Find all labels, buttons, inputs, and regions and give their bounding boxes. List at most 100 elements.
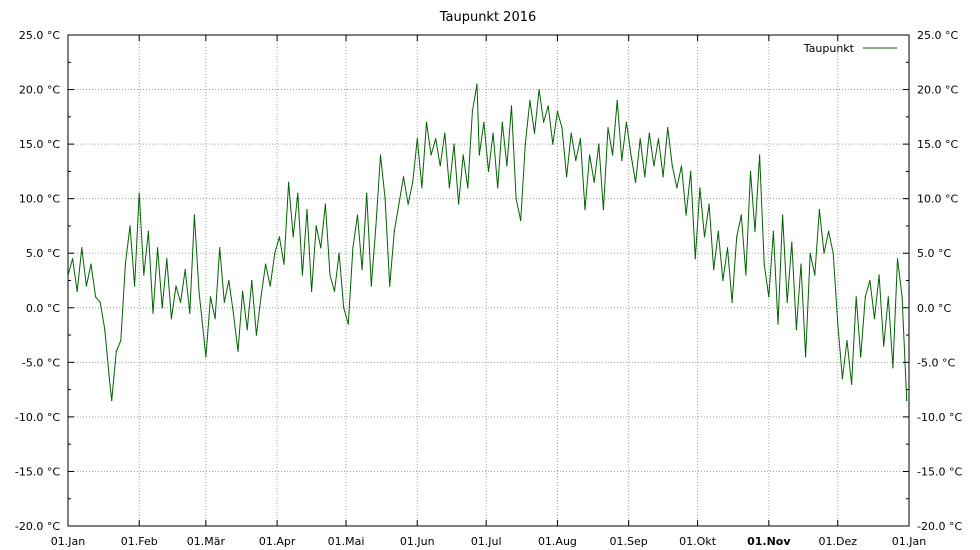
data-point-taupunkt [887, 296, 889, 298]
data-point-taupunkt [476, 83, 478, 85]
data-point-taupunkt [333, 290, 336, 292]
data-point-taupunkt [90, 263, 92, 265]
x-tick-label: 01.Aug [538, 535, 577, 548]
data-point-taupunkt [566, 176, 568, 178]
data-point-taupunkt [407, 203, 409, 205]
y-tick-label-left: 5.0 °C [26, 247, 60, 260]
data-point-taupunkt [444, 132, 446, 134]
data-point-taupunkt [366, 192, 368, 194]
data-point-taupunkt [375, 225, 377, 227]
data-point-taupunkt [818, 209, 821, 211]
data-point-taupunkt [292, 236, 294, 238]
data-point-taupunkt [529, 99, 531, 102]
data-point-taupunkt [685, 214, 687, 216]
data-point-taupunkt [713, 269, 715, 271]
data-point-taupunkt [448, 187, 450, 189]
data-point-taupunkt [311, 290, 313, 292]
data-point-taupunkt [347, 323, 349, 325]
data-point-taupunkt [329, 274, 331, 276]
data-point-taupunkt [662, 176, 664, 178]
data-point-taupunkt [864, 296, 866, 298]
data-point-taupunkt [892, 367, 894, 369]
data-point-taupunkt [338, 252, 340, 254]
data-point-taupunkt [786, 301, 788, 303]
x-tick-label: 01.Nov [747, 535, 791, 548]
data-point-taupunkt [361, 269, 363, 271]
legend: Taupunkt [803, 42, 897, 55]
data-point-taupunkt [510, 105, 513, 107]
series-line-taupunkt [67, 83, 908, 401]
data-point-taupunkt [467, 187, 469, 189]
data-point-taupunkt [855, 296, 857, 298]
data-point-taupunkt [901, 296, 903, 298]
x-tick-label: 01.Dez [819, 535, 858, 548]
x-tick-label: 01.Jun [400, 535, 435, 548]
data-point-taupunkt [736, 236, 738, 238]
data-point-taupunkt [896, 258, 899, 260]
data-point-taupunkt [708, 203, 710, 205]
data-point-taupunkt [95, 296, 97, 298]
data-point-taupunkt [483, 121, 485, 123]
data-point-taupunkt [379, 154, 382, 156]
data-point-taupunkt [703, 236, 706, 238]
data-point-taupunkt [124, 263, 126, 265]
y-tick-label-right: 5.0 °C [917, 247, 951, 260]
grid [68, 35, 909, 526]
data-point-taupunkt [104, 329, 106, 331]
data-point-taupunkt [883, 345, 885, 347]
data-point-taupunkt [278, 236, 280, 238]
data-point-taupunkt [639, 138, 641, 140]
data-point-taupunkt [575, 159, 577, 162]
data-point-taupunkt [612, 154, 614, 156]
data-point-taupunkt [717, 230, 719, 232]
data-point-taupunkt [497, 187, 499, 189]
data-point-taupunkt [791, 241, 793, 243]
x-tick-label: 01.Jan [51, 535, 85, 548]
data-point-taupunkt [832, 252, 834, 254]
y-tick-label-right: 25.0 °C [917, 29, 958, 42]
data-point-taupunkt [301, 274, 303, 276]
data-point-taupunkt [533, 132, 536, 134]
data-point-taupunkt [506, 165, 508, 167]
data-point-taupunkt [389, 285, 391, 287]
data-point-taupunkt [772, 230, 775, 232]
data-point-taupunkt [869, 279, 871, 282]
data-point-taupunkt [878, 274, 880, 276]
series-layer [67, 83, 908, 402]
data-point-taupunkt [232, 312, 234, 314]
y-tick-label-left: 15.0 °C [19, 138, 60, 151]
y-tick-label-left: 0.0 °C [26, 302, 60, 315]
data-point-taupunkt [635, 181, 637, 183]
data-point-taupunkt [630, 154, 632, 156]
data-point-taupunkt [242, 290, 244, 292]
data-point-taupunkt [120, 339, 122, 342]
data-point-taupunkt [873, 318, 876, 320]
data-point-taupunkt [416, 138, 418, 140]
data-point-taupunkt [520, 219, 522, 222]
data-point-taupunkt [402, 176, 405, 178]
y-tick-label-left: -5.0 °C [22, 356, 60, 369]
data-point-taupunkt [492, 132, 494, 134]
data-point-taupunkt [754, 230, 756, 232]
data-point-taupunkt [501, 121, 503, 123]
data-point-taupunkt [274, 252, 276, 254]
data-point-taupunkt [143, 274, 145, 276]
data-point-taupunkt [108, 378, 110, 380]
data-point-taupunkt [851, 383, 853, 385]
data-point-taupunkt [676, 187, 678, 189]
data-point-taupunkt [561, 127, 563, 129]
data-point-taupunkt [809, 252, 811, 254]
data-point-taupunkt [471, 110, 473, 112]
data-point-taupunkt [726, 247, 729, 249]
data-point-taupunkt [823, 252, 825, 254]
data-point-taupunkt [547, 105, 549, 107]
data-point-taupunkt [430, 154, 432, 156]
data-point-taupunkt [393, 230, 395, 232]
data-point-taupunkt [777, 323, 779, 325]
data-point-taupunkt [99, 301, 101, 303]
data-point-taupunkt [763, 263, 765, 265]
data-point-taupunkt [384, 198, 386, 200]
data-point-taupunkt [255, 334, 257, 336]
data-point-taupunkt [759, 154, 761, 156]
